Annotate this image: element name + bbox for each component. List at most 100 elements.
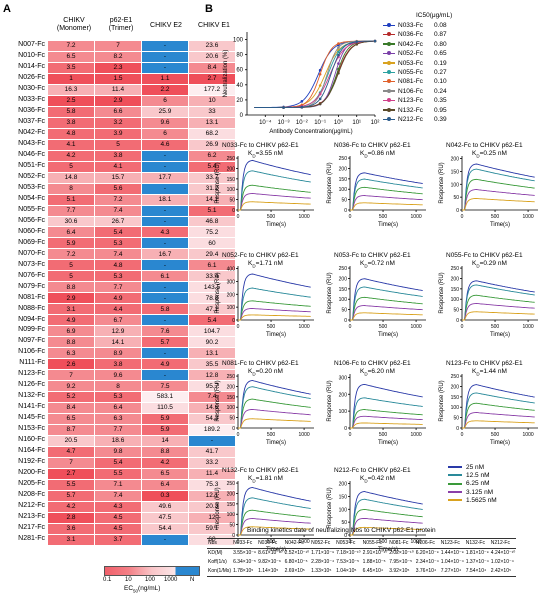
legend-ic50-value: 0.80 bbox=[434, 40, 447, 48]
kd-subscript: D bbox=[252, 263, 256, 269]
heatmap-cell: 8.2 bbox=[94, 50, 142, 63]
heatmap-row: 4.1 5 4.6 26.9 bbox=[47, 138, 236, 151]
y-tick-label: 80 bbox=[236, 53, 243, 59]
x-axis-label: Antibody Concentration(μg/mL) bbox=[269, 129, 352, 135]
y-tick-label: 0 bbox=[344, 533, 347, 539]
heatmap-row-label: N153-Fc bbox=[18, 425, 45, 433]
y-tick-label: 150 bbox=[339, 494, 348, 500]
concentration-legend-entry: 12.5 nM bbox=[448, 472, 497, 480]
heatmap-row: 6.9 12.9 7.6 104.7 bbox=[47, 325, 236, 338]
heatmap-cell: 3.5 bbox=[47, 61, 95, 74]
heatmap-cell: - bbox=[141, 259, 189, 272]
heatmap-legend-tick: N bbox=[190, 577, 195, 583]
heatmap-cell: 6.4 bbox=[94, 401, 142, 414]
heatmap-cell: 5.7 bbox=[47, 489, 95, 502]
heatmap-legend-tick: 100 bbox=[145, 577, 156, 583]
legend-title-text: IC50(μg/mL) bbox=[416, 12, 453, 19]
heatmap-row-label: N070-Fc bbox=[18, 249, 45, 257]
heatmap-cell: - bbox=[141, 237, 189, 250]
sensorgram-curve bbox=[462, 178, 535, 211]
y-tick-label: 0 bbox=[344, 208, 347, 214]
x-tick-label: 0 bbox=[349, 214, 352, 220]
kd-symbol: K bbox=[360, 260, 365, 267]
heatmap-row-label: N088-Fc bbox=[18, 304, 45, 312]
x-axis-label: Time(s) bbox=[490, 440, 510, 446]
y-tick-label: 250 bbox=[339, 156, 348, 162]
sensorgram-curve bbox=[462, 420, 535, 429]
heatmap-cell: 3.7 bbox=[94, 533, 142, 546]
x-axis-label: Time(s) bbox=[266, 440, 286, 446]
kinetics-row: KD(M) 3.55×10⁻⁹ 8.61×10⁻¹⁰ 2.52×10⁻¹⁰ 1.71×1… bbox=[207, 549, 516, 559]
x-axis-label: Time(s) bbox=[490, 222, 510, 228]
legend-entry: N106-Fc 0.24 bbox=[383, 87, 447, 96]
heatmap-cell: - bbox=[141, 369, 189, 382]
heatmap-cell: 4.9 bbox=[94, 292, 142, 305]
kinetics-cell: 1.44×10⁻⁹ bbox=[440, 550, 464, 556]
heatmap-cell: 68.2 bbox=[188, 127, 236, 140]
sensorgram-curve bbox=[462, 284, 535, 321]
heatmap-cell: 8.4 bbox=[47, 401, 95, 414]
heatmap-row: 4.8 3.9 6 68.2 bbox=[47, 127, 236, 140]
y-tick-label: 250 bbox=[227, 374, 236, 380]
sensorgram-curve bbox=[238, 314, 311, 321]
kd-subscript: D bbox=[476, 263, 480, 269]
heatmap-cell: - bbox=[141, 50, 189, 63]
kd-subscript: D bbox=[364, 263, 368, 269]
kd-value: 0.25 nM bbox=[483, 150, 507, 157]
sensorgram-curve bbox=[238, 193, 311, 211]
heatmap-cell: 7 bbox=[47, 456, 95, 469]
fit-curve-n053-fc bbox=[254, 40, 374, 108]
data-point bbox=[337, 46, 340, 49]
y-tick-label: 100 bbox=[227, 405, 236, 411]
heatmap-row-label: N099-Fc bbox=[18, 326, 45, 334]
heatmap-cell: 3.8 bbox=[94, 149, 142, 162]
heatmap-cell: 6.1 bbox=[141, 270, 189, 283]
heatmap-cell: 5.3 bbox=[94, 270, 142, 283]
kinetics-cell: 4.24×10⁻¹⁰ bbox=[490, 550, 516, 556]
y-tick-label: 100 bbox=[339, 187, 348, 193]
kinetics-cell: 3.92×10⁵ bbox=[388, 567, 415, 577]
concentration-label: 3.125 nM bbox=[466, 488, 494, 496]
heatmap-row: 6.5 8.2-20.6 bbox=[47, 50, 236, 63]
legend-swatch bbox=[383, 32, 395, 37]
kd-equals: = bbox=[255, 475, 260, 482]
x-tick-label: 0 bbox=[349, 432, 352, 438]
heatmap-cell: 6.4 bbox=[47, 226, 95, 239]
heatmap-cell: 5 bbox=[47, 270, 95, 283]
spr-kd-label: KD=1.81 nM bbox=[248, 475, 283, 483]
heatmap-cell: 4.2 bbox=[47, 500, 95, 513]
kd-symbol: K bbox=[472, 260, 477, 267]
kinetics-cell: 7.95×10⁻⁵ bbox=[389, 559, 413, 565]
y-axis-label: Response (RU) bbox=[327, 487, 333, 528]
legend-ic50-value: 0.27 bbox=[434, 69, 447, 76]
y-axis-label: Response (RU) bbox=[215, 272, 221, 313]
sensorgram-curve bbox=[462, 189, 535, 211]
kd-symbol: K bbox=[472, 368, 477, 375]
data-point bbox=[355, 43, 359, 46]
heatmap-cell: 6.4 bbox=[141, 478, 189, 491]
legend-series-name: N123-Fc bbox=[398, 97, 423, 105]
spr-plot-title: N132-Fc to CHIKV p62-E1 bbox=[222, 467, 299, 474]
x-axis-label: Time(s) bbox=[266, 332, 286, 338]
sensorgram-curve bbox=[350, 415, 423, 429]
sensorgram-curve bbox=[238, 386, 311, 429]
fit-curve-n052-fc bbox=[254, 40, 374, 108]
kinetics-cell: 7.54×10⁴ bbox=[464, 567, 490, 577]
kinetics-header-cell: N081-Fc bbox=[388, 538, 415, 549]
concentration-swatch bbox=[448, 490, 462, 493]
heatmap-cell: 4.3 bbox=[94, 500, 142, 513]
heatmap-cell: - bbox=[141, 281, 189, 294]
heatmap-cell: 3.2 bbox=[94, 116, 142, 129]
heatmap-cell: 6.3 bbox=[47, 347, 95, 360]
heatmap-cell: 5.1 bbox=[188, 204, 236, 217]
heatmap-column-header: CHIKV E1 bbox=[198, 22, 230, 29]
heatmap-cell: 12.9 bbox=[94, 325, 142, 338]
x-axis-label: Time(s) bbox=[266, 547, 286, 553]
x-tick-label: 1000 bbox=[411, 432, 422, 438]
heatmap-cell: 9.8 bbox=[94, 445, 142, 458]
legend-series-name: N081-Fc bbox=[398, 78, 423, 86]
heatmap-row-label: N042-Fc bbox=[18, 128, 45, 136]
kinetics-cell: KD(M) bbox=[208, 550, 223, 556]
legend-swatch bbox=[383, 60, 395, 65]
data-point bbox=[337, 62, 340, 65]
